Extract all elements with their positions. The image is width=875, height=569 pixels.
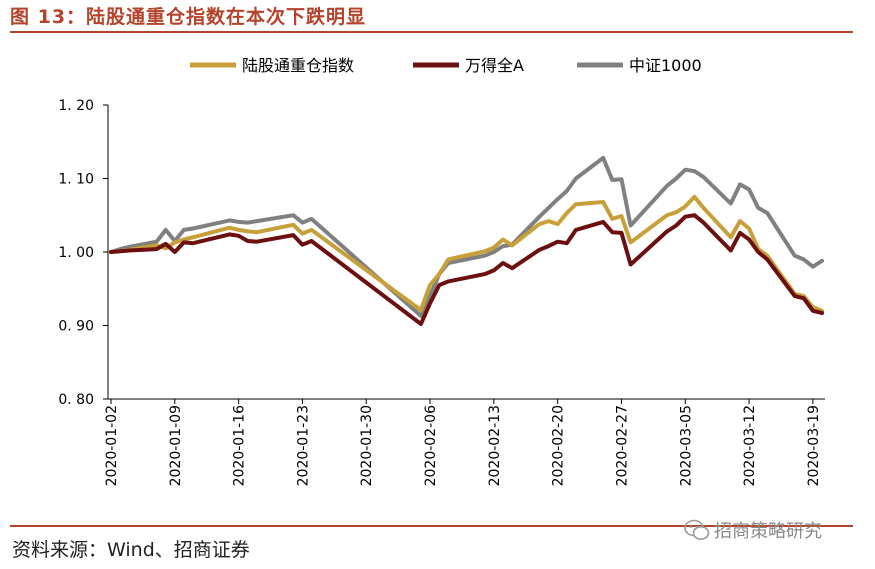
wechat-icon [684,519,710,540]
title-rule [10,31,853,33]
series-line-2 [109,155,824,318]
line-chart: 陆股通重仓指数 万得全A 中证1000 1. 20 1. 10 1. 00 0. 90 0.… [58,56,825,486]
y-tick-label: 0. 90 [58,319,94,335]
x-tick-label: 2020-03-05 [678,405,694,486]
watermark-text: 招商策略研究 [714,521,822,542]
series-line-0 [109,194,824,313]
source-note: 资料来源：Wind、招商证券 [12,539,250,561]
x-tick-label: 2020-02-27 [614,405,630,486]
legend-label: 万得全A [465,56,524,75]
y-tick-label: 1. 20 [58,98,94,114]
x-tick-label: 2020-01-02 [104,405,120,486]
figure-title: 图 13：陆股通重仓指数在本次下跌明显 [10,6,367,28]
x-tick-label: 2020-01-16 [232,405,248,486]
x-tick-label: 2020-02-06 [423,405,439,486]
watermark: 招商策略研究 [684,517,822,543]
x-tick-label: 2020-02-13 [487,405,503,486]
x-tick-label: 2020-01-23 [295,405,311,486]
x-tick-label: 2020-03-12 [742,405,758,486]
axes: 1. 20 1. 10 1. 00 0. 90 0. 80 2020-01-02 2020-… [58,98,825,486]
source-rule [10,525,853,527]
series-line-1 [109,213,824,326]
legend-label: 中证1000 [629,56,702,75]
y-tick-label: 1. 00 [58,245,94,261]
x-tick-label: 2020-02-20 [551,405,567,486]
y-tick-label: 0. 80 [58,392,94,408]
x-tick-label: 2020-01-09 [168,405,184,486]
legend-label: 陆股通重仓指数 [242,56,354,75]
y-tick-label: 1. 10 [58,172,94,188]
x-tick-label: 2020-03-19 [806,405,822,486]
x-tick-label: 2020-01-30 [359,405,375,486]
series-lines [109,155,824,326]
legend: 陆股通重仓指数 万得全A 中证1000 [190,56,702,75]
